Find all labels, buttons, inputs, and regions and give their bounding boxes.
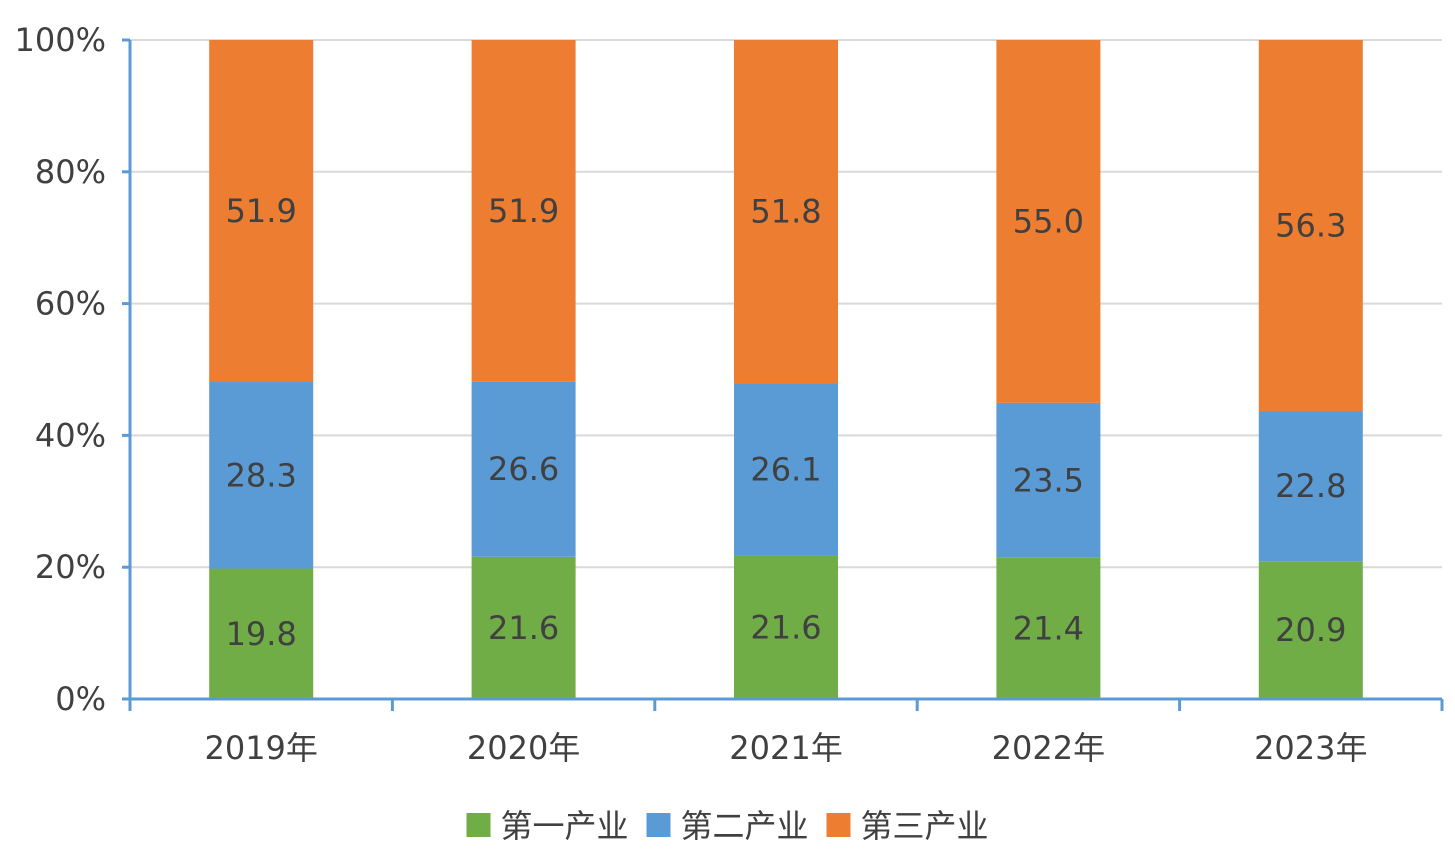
bar-segment [996,557,1101,699]
y-tick-label: 0% [55,680,106,718]
legend-swatch [826,813,851,837]
data-label: 55.0 [1013,202,1084,240]
data-labels: 19.8 28.3 51.9 21.6 26.6 51.9 21.6 26.1 51.8 21.4… [226,192,1347,653]
bars [209,40,1363,699]
data-label: 28.3 [226,456,297,494]
data-label: 21.4 [1013,609,1084,647]
y-tick-label: 60% [35,285,106,323]
data-label: 22.8 [1275,467,1346,505]
data-label: 20.9 [1275,611,1346,649]
y-tick-label: 100% [15,21,106,59]
x-tick-label: 2019年 [204,729,317,767]
bar-segment [1258,411,1363,562]
x-tick-label: 2020年 [467,729,580,767]
x-tick-label: 2021年 [729,729,842,767]
legend-label: 第二产业 [681,807,809,845]
data-label: 26.1 [750,451,821,489]
bar-segment [471,556,576,699]
bar-segment [996,402,1101,558]
y-tick-label: 20% [35,548,106,586]
data-label: 23.5 [1013,461,1084,499]
data-label: 56.3 [1275,207,1346,245]
legend-swatch [646,813,671,837]
bar-segment [471,40,576,382]
y-tick-label: 80% [35,153,106,191]
x-tick-label: 2022年 [992,729,1105,767]
bar-segment [996,40,1101,403]
bar-segment [734,383,838,556]
data-label: 51.8 [750,193,821,231]
bar-segment [1258,561,1363,699]
bar-segment [209,382,314,569]
legend: 第一产业 第二产业 第三产业 [466,807,989,845]
data-label: 21.6 [488,609,559,647]
bar-segment [209,40,314,383]
bar-segment [734,40,838,384]
legend-swatch [466,813,491,837]
data-label: 26.6 [488,450,559,488]
data-label: 19.8 [226,615,297,653]
legend-label: 第一产业 [501,807,629,845]
legend-label: 第三产业 [861,807,989,845]
bar-segment [734,555,838,699]
y-tick-label: 40% [35,416,106,454]
bar-segment [209,568,314,699]
bar-segment [1258,40,1363,412]
bar-segment [471,381,576,557]
axes: 0% 20% 40% 60% 80% 100% 2019年 2020年 2021年 2022年 20… [15,21,1444,767]
data-label: 21.6 [750,608,821,646]
x-tick-label: 2023年 [1254,729,1367,767]
data-label: 51.9 [226,192,297,230]
data-label: 51.9 [488,192,559,230]
